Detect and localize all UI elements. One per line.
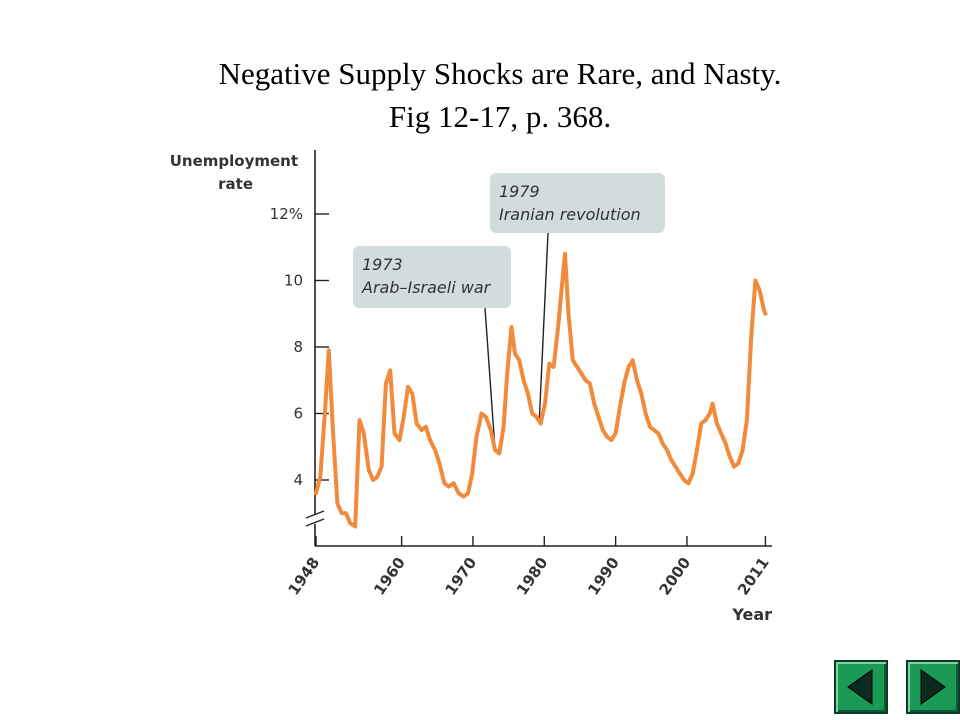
annotation-event: Iranian revolution (499, 205, 641, 224)
x-axis-label: Year (731, 605, 772, 624)
axis-break-gap (305, 514, 325, 524)
y-tick-label: 4 (293, 471, 303, 489)
slide-title: Negative Supply Shocks are Rare, and Nas… (218, 56, 782, 91)
annotation-pointer (484, 307, 496, 451)
x-tick-label: 1948 (285, 554, 324, 599)
axis-break-mark (305, 518, 325, 527)
x-tick-label: 2000 (656, 554, 695, 599)
x-tick-label: 1970 (442, 554, 481, 599)
y-tick-label: 10 (284, 272, 303, 290)
triangle-right-icon (920, 669, 946, 705)
axis-break-mark (305, 510, 325, 519)
x-tick-label: 1980 (513, 554, 552, 599)
annotation-event: Arab–Israeli war (361, 278, 492, 297)
previous-slide-button[interactable] (834, 660, 888, 714)
next-slide-button[interactable] (906, 660, 960, 714)
y-tick-label: 8 (293, 338, 303, 356)
x-tick-label: 2011 (734, 554, 773, 599)
triangle-left-icon (847, 669, 873, 705)
y-axis-label: rate (218, 175, 253, 193)
annotation-year: 1973 (362, 255, 403, 274)
x-tick-label: 1990 (584, 554, 623, 599)
x-tick-label: 1960 (370, 554, 409, 599)
unemployment-series-line (314, 251, 768, 529)
y-tick-label: 6 (293, 405, 303, 423)
y-tick-label: 12% (270, 205, 303, 223)
slide-subtitle: Fig 12-17, p. 368. (388, 99, 612, 134)
annotation-pointer (538, 232, 549, 421)
annotation-year: 1979 (499, 182, 540, 201)
y-axis-label: Unemployment (170, 152, 298, 170)
annotation-box (490, 173, 665, 233)
annotation-box (353, 246, 511, 308)
